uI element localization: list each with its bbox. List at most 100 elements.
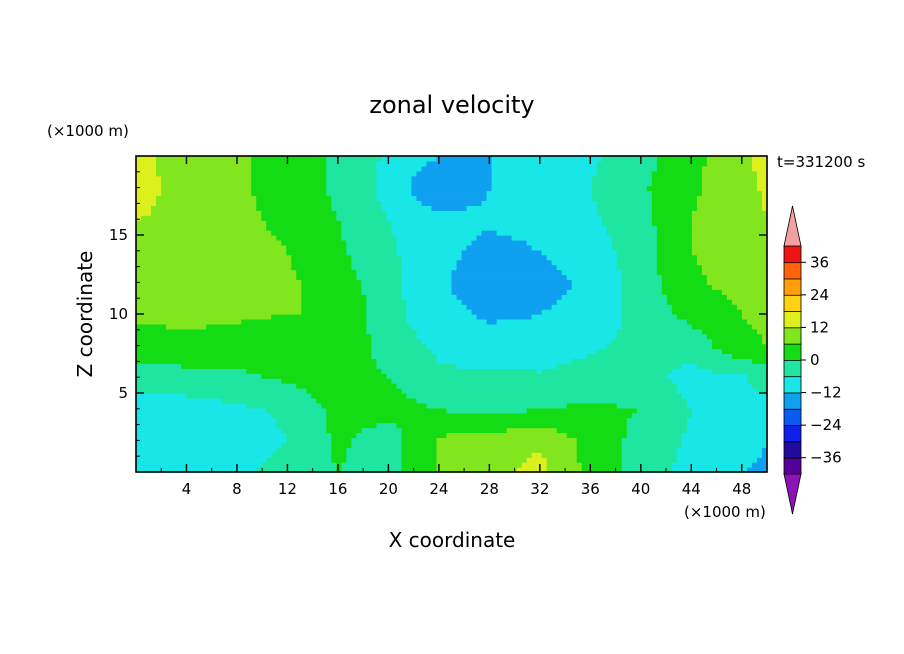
contour-cell xyxy=(186,393,312,399)
contour-cell xyxy=(491,175,593,182)
contour-cell xyxy=(401,254,463,261)
contour-cell xyxy=(621,279,663,285)
contour-cell xyxy=(266,220,342,226)
contour-cell xyxy=(161,185,252,192)
contour-cell xyxy=(276,235,342,241)
contour-cell xyxy=(676,447,763,453)
contour-cell xyxy=(436,358,573,364)
contour-cell xyxy=(436,457,528,463)
contour-cell xyxy=(601,215,653,221)
contour-cell xyxy=(596,200,653,206)
contour-cell xyxy=(401,467,438,473)
contour-cell xyxy=(326,165,377,172)
contour-cell xyxy=(696,363,768,369)
contour-cell xyxy=(681,393,768,399)
contour-cell xyxy=(471,239,528,246)
x-tick-label: 36 xyxy=(581,480,600,498)
contour-cell xyxy=(551,304,623,310)
contour-cell xyxy=(361,284,403,290)
contour-cell xyxy=(706,279,768,285)
colorbar-swatch xyxy=(783,343,802,361)
contour-cell xyxy=(326,170,377,177)
contour-cell xyxy=(696,205,763,211)
contour-cell xyxy=(751,160,768,167)
contour-cell xyxy=(746,318,768,325)
contour-cell xyxy=(161,190,252,197)
contour-cell xyxy=(426,402,568,409)
contour-cell xyxy=(691,210,768,216)
contour-cell xyxy=(136,294,302,300)
contour-cell xyxy=(136,452,272,458)
contour-cell xyxy=(451,279,573,285)
colorbar-swatch xyxy=(783,424,802,443)
contour-cell xyxy=(136,383,297,389)
colorbar-tick-label: 24 xyxy=(810,286,829,304)
colorbar-over-triangle xyxy=(783,205,802,247)
contour-cell xyxy=(756,175,768,182)
contour-cell xyxy=(286,244,347,251)
contour-cell xyxy=(366,304,408,310)
contour-cell xyxy=(326,180,377,187)
contour-cell xyxy=(401,437,438,443)
contour-cell xyxy=(331,195,377,202)
contour-cell xyxy=(261,462,337,468)
contour-cell xyxy=(396,239,473,246)
x-tick-label: 16 xyxy=(328,480,347,498)
contour-cell xyxy=(491,170,598,177)
contour-cell xyxy=(351,442,403,448)
contour-cell xyxy=(261,215,337,221)
contour-cell xyxy=(136,328,367,335)
contour-cell xyxy=(486,195,593,202)
contour-cell xyxy=(291,264,352,271)
contour-cell xyxy=(136,200,157,206)
contour-cell xyxy=(596,170,653,177)
contour-cell xyxy=(386,215,603,221)
contour-cell xyxy=(621,294,668,300)
contour-cell xyxy=(756,180,768,187)
contour-cell xyxy=(151,205,257,211)
contour-cell xyxy=(726,294,768,300)
contour-cell xyxy=(541,452,578,458)
contour-cell xyxy=(391,230,483,236)
contour-cell xyxy=(741,309,768,315)
contour-cell xyxy=(381,156,438,162)
colorbar-swatch xyxy=(783,261,802,280)
contour-cell xyxy=(756,185,768,192)
contour-cell xyxy=(401,259,458,266)
contour-cell xyxy=(401,274,453,281)
contour-cell xyxy=(701,175,758,182)
contour-cell xyxy=(721,289,768,295)
contour-cell xyxy=(341,230,393,236)
contour-cell xyxy=(656,230,693,236)
contour-cell xyxy=(421,338,613,345)
chart-title: zonal velocity xyxy=(369,91,534,119)
contour-cell xyxy=(446,432,568,439)
contour-cell xyxy=(136,215,142,221)
contour-cell xyxy=(136,388,307,394)
contour-cell xyxy=(366,314,408,320)
contour-cell xyxy=(556,264,618,271)
contour-cell xyxy=(746,378,768,384)
contour-cell xyxy=(326,175,377,182)
contour-cell xyxy=(416,333,618,340)
contour-cell xyxy=(281,442,332,448)
contour-cell xyxy=(696,195,763,202)
contour-cell xyxy=(136,205,152,211)
contour-cell xyxy=(691,235,768,241)
contour-cell xyxy=(701,165,753,172)
contour-cell xyxy=(331,452,347,458)
contour-cell xyxy=(571,284,623,290)
contour-cell xyxy=(266,225,342,231)
contour-cell xyxy=(616,254,658,261)
contour-cell xyxy=(296,383,398,389)
contour-cell xyxy=(596,160,658,167)
contour-cell xyxy=(566,402,618,409)
contour-cell xyxy=(581,462,623,468)
contour-cell xyxy=(416,195,488,202)
contour-cell xyxy=(591,175,653,182)
contour-cell xyxy=(286,249,347,256)
contour-cell xyxy=(496,318,623,325)
contour-cell xyxy=(621,462,673,468)
contour-cell xyxy=(656,156,708,162)
contour-cell xyxy=(366,323,413,330)
